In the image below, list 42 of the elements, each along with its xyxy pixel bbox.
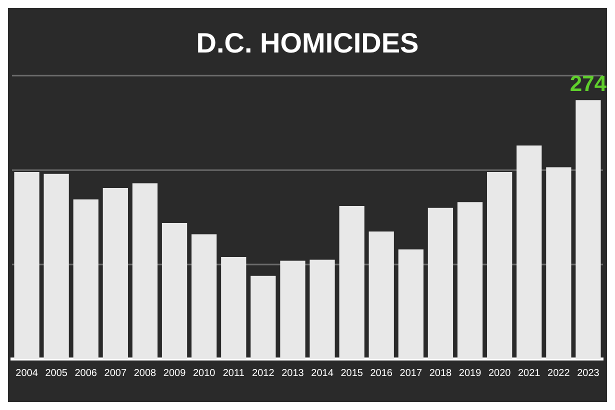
bar [546,167,572,359]
bar [162,222,188,359]
x-tick-label: 2008 [134,368,157,379]
x-tick-label: 2017 [400,368,422,379]
x-tick-label: 2022 [548,368,570,379]
x-tick-label: 2012 [252,368,275,379]
bar [280,260,306,359]
bar [44,174,69,359]
x-tick-label: 2020 [488,368,512,379]
bar [132,183,158,359]
x-tick-label: 2018 [429,368,452,379]
x-tick-label: 2023 [577,368,600,379]
bar [457,202,483,359]
bar [73,199,98,359]
x-tick-label: 2011 [222,368,245,379]
x-tick-label: 2005 [45,368,68,379]
bar [339,206,364,359]
bar [516,146,542,359]
data-label: 274 [570,71,608,96]
x-tick-label: 2007 [104,368,127,379]
x-tick-label: 2014 [311,368,334,379]
x-tick-label: 2021 [518,368,541,379]
bar [192,234,217,359]
x-tick-label: 2013 [282,368,304,379]
bar [310,260,335,359]
bar [221,256,246,359]
bar [398,249,424,359]
x-tick-label: 2010 [192,368,216,379]
bar [487,172,512,359]
x-tick-label: 2019 [458,368,482,379]
x-tick-label: 2016 [370,368,393,379]
chart-title: D.C. HOMICIDES [196,28,419,59]
x-tick-label: 2015 [340,368,364,379]
bar [102,188,128,359]
bar [14,172,40,359]
x-tick-label: 2009 [163,368,186,379]
bar [576,100,601,359]
bar [428,208,454,359]
x-tick-label: 2004 [16,368,38,379]
x-tick-label: 2006 [74,368,98,379]
bar [250,276,276,359]
bar [368,231,394,359]
